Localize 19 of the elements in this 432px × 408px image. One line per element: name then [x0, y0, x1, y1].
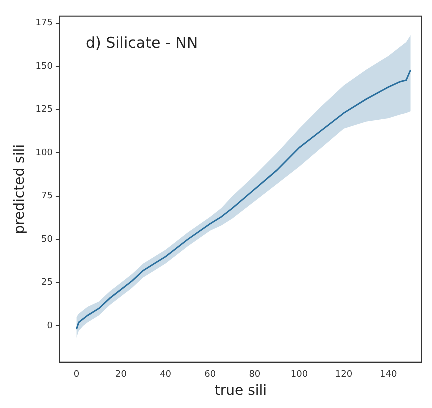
x-tick-label: 80: [249, 370, 261, 380]
y-tick-label: 0: [47, 321, 54, 332]
x-tick-label: 40: [160, 370, 172, 380]
x-tick-label: 100: [290, 370, 308, 380]
x-tick-label: 20: [116, 370, 128, 380]
x-tick-label: 0: [74, 370, 80, 380]
y-axis-title: predicted sili: [12, 144, 28, 234]
y-tick-label: 100: [36, 148, 54, 158]
y-tick-label: 175: [36, 18, 53, 29]
text: d) Silicate - NN: [86, 34, 198, 52]
x-tick-label: 60: [204, 370, 216, 380]
y-tick-label: 50: [42, 234, 54, 245]
x-tick-label: 140: [380, 370, 398, 380]
x-axis-title: true sili: [214, 383, 268, 400]
y-tick-label: 75: [42, 192, 53, 202]
y-tick-label: 150: [36, 62, 54, 72]
y-tick-label: 125: [36, 105, 53, 116]
y-tick-label: 25: [42, 278, 53, 288]
x-tick-label: 120: [335, 370, 353, 380]
